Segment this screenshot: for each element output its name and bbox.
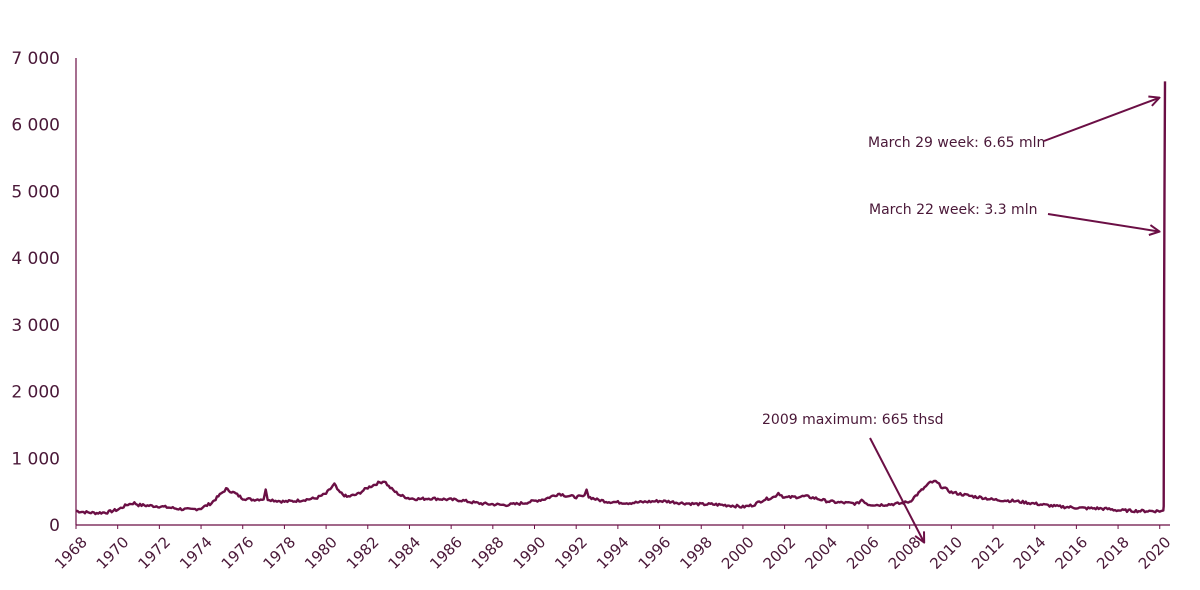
y-tick-label: 7 000 bbox=[11, 49, 60, 69]
x-tick-label: 2010 bbox=[926, 533, 966, 573]
y-tick-label: 5 000 bbox=[11, 182, 60, 202]
x-tick-label: 1974 bbox=[176, 533, 216, 573]
x-tick-label: 2020 bbox=[1135, 533, 1175, 573]
x-axis-ticks: 1968 1970 1972 1974 1976 1978 1980 1982 1984 1986… bbox=[51, 525, 1175, 573]
y-tick-label: 0 bbox=[49, 516, 60, 536]
x-tick-label: 2008 bbox=[885, 533, 925, 573]
x-tick-label: 1986 bbox=[426, 533, 466, 573]
x-tick-label: 2006 bbox=[843, 533, 883, 573]
x-tick-label: 2016 bbox=[1051, 533, 1091, 573]
x-tick-label: 1970 bbox=[93, 533, 133, 573]
annotation-label: March 22 week: 3.3 mln bbox=[869, 202, 1037, 218]
x-tick-label: 2002 bbox=[760, 533, 800, 573]
x-tick-label: 2014 bbox=[1010, 533, 1050, 573]
annotation-arrow bbox=[1047, 213, 1159, 231]
x-tick-label: 1978 bbox=[259, 533, 299, 573]
x-tick-label: 2000 bbox=[718, 533, 758, 573]
y-tick-label: 3 000 bbox=[11, 316, 60, 336]
x-tick-label: 2004 bbox=[801, 533, 841, 573]
x-tick-label: 1994 bbox=[593, 533, 633, 573]
y-tick-label: 2 000 bbox=[11, 383, 60, 403]
y-axis-ticks: 0 1 000 2 000 3 000 4 000 5 000 6 000 7 000 bbox=[11, 49, 60, 536]
x-tick-label: 1992 bbox=[551, 533, 591, 573]
x-tick-label: 2018 bbox=[1093, 533, 1133, 573]
annotations-group: March 29 week: 6.65 mln March 22 week: 3.… bbox=[762, 98, 1159, 542]
annotation-label: March 29 week: 6.65 mln bbox=[868, 135, 1045, 151]
annotation-arrow bbox=[1043, 98, 1159, 142]
x-tick-label: 1984 bbox=[385, 533, 425, 573]
x-tick-label: 1998 bbox=[676, 533, 716, 573]
x-tick-label: 2012 bbox=[968, 533, 1008, 573]
annotation-arrow bbox=[869, 437, 924, 542]
x-tick-label: 1996 bbox=[635, 533, 675, 573]
y-tick-label: 4 000 bbox=[11, 249, 60, 269]
x-tick-label: 1990 bbox=[510, 533, 550, 573]
x-tick-label: 1988 bbox=[468, 533, 508, 573]
series-group bbox=[76, 81, 1167, 516]
x-tick-label: 1972 bbox=[134, 533, 174, 573]
x-tick-label: 1976 bbox=[218, 533, 258, 573]
y-tick-label: 6 000 bbox=[11, 116, 60, 136]
axes bbox=[75, 58, 1170, 526]
y-tick-label: 1 000 bbox=[11, 449, 60, 469]
x-tick-label: 1980 bbox=[301, 533, 341, 573]
x-tick-label: 1968 bbox=[51, 533, 91, 573]
x-tick-label: 1982 bbox=[343, 533, 383, 573]
series-line bbox=[76, 81, 1167, 516]
annotation-label: 2009 maximum: 665 thsd bbox=[762, 412, 944, 428]
